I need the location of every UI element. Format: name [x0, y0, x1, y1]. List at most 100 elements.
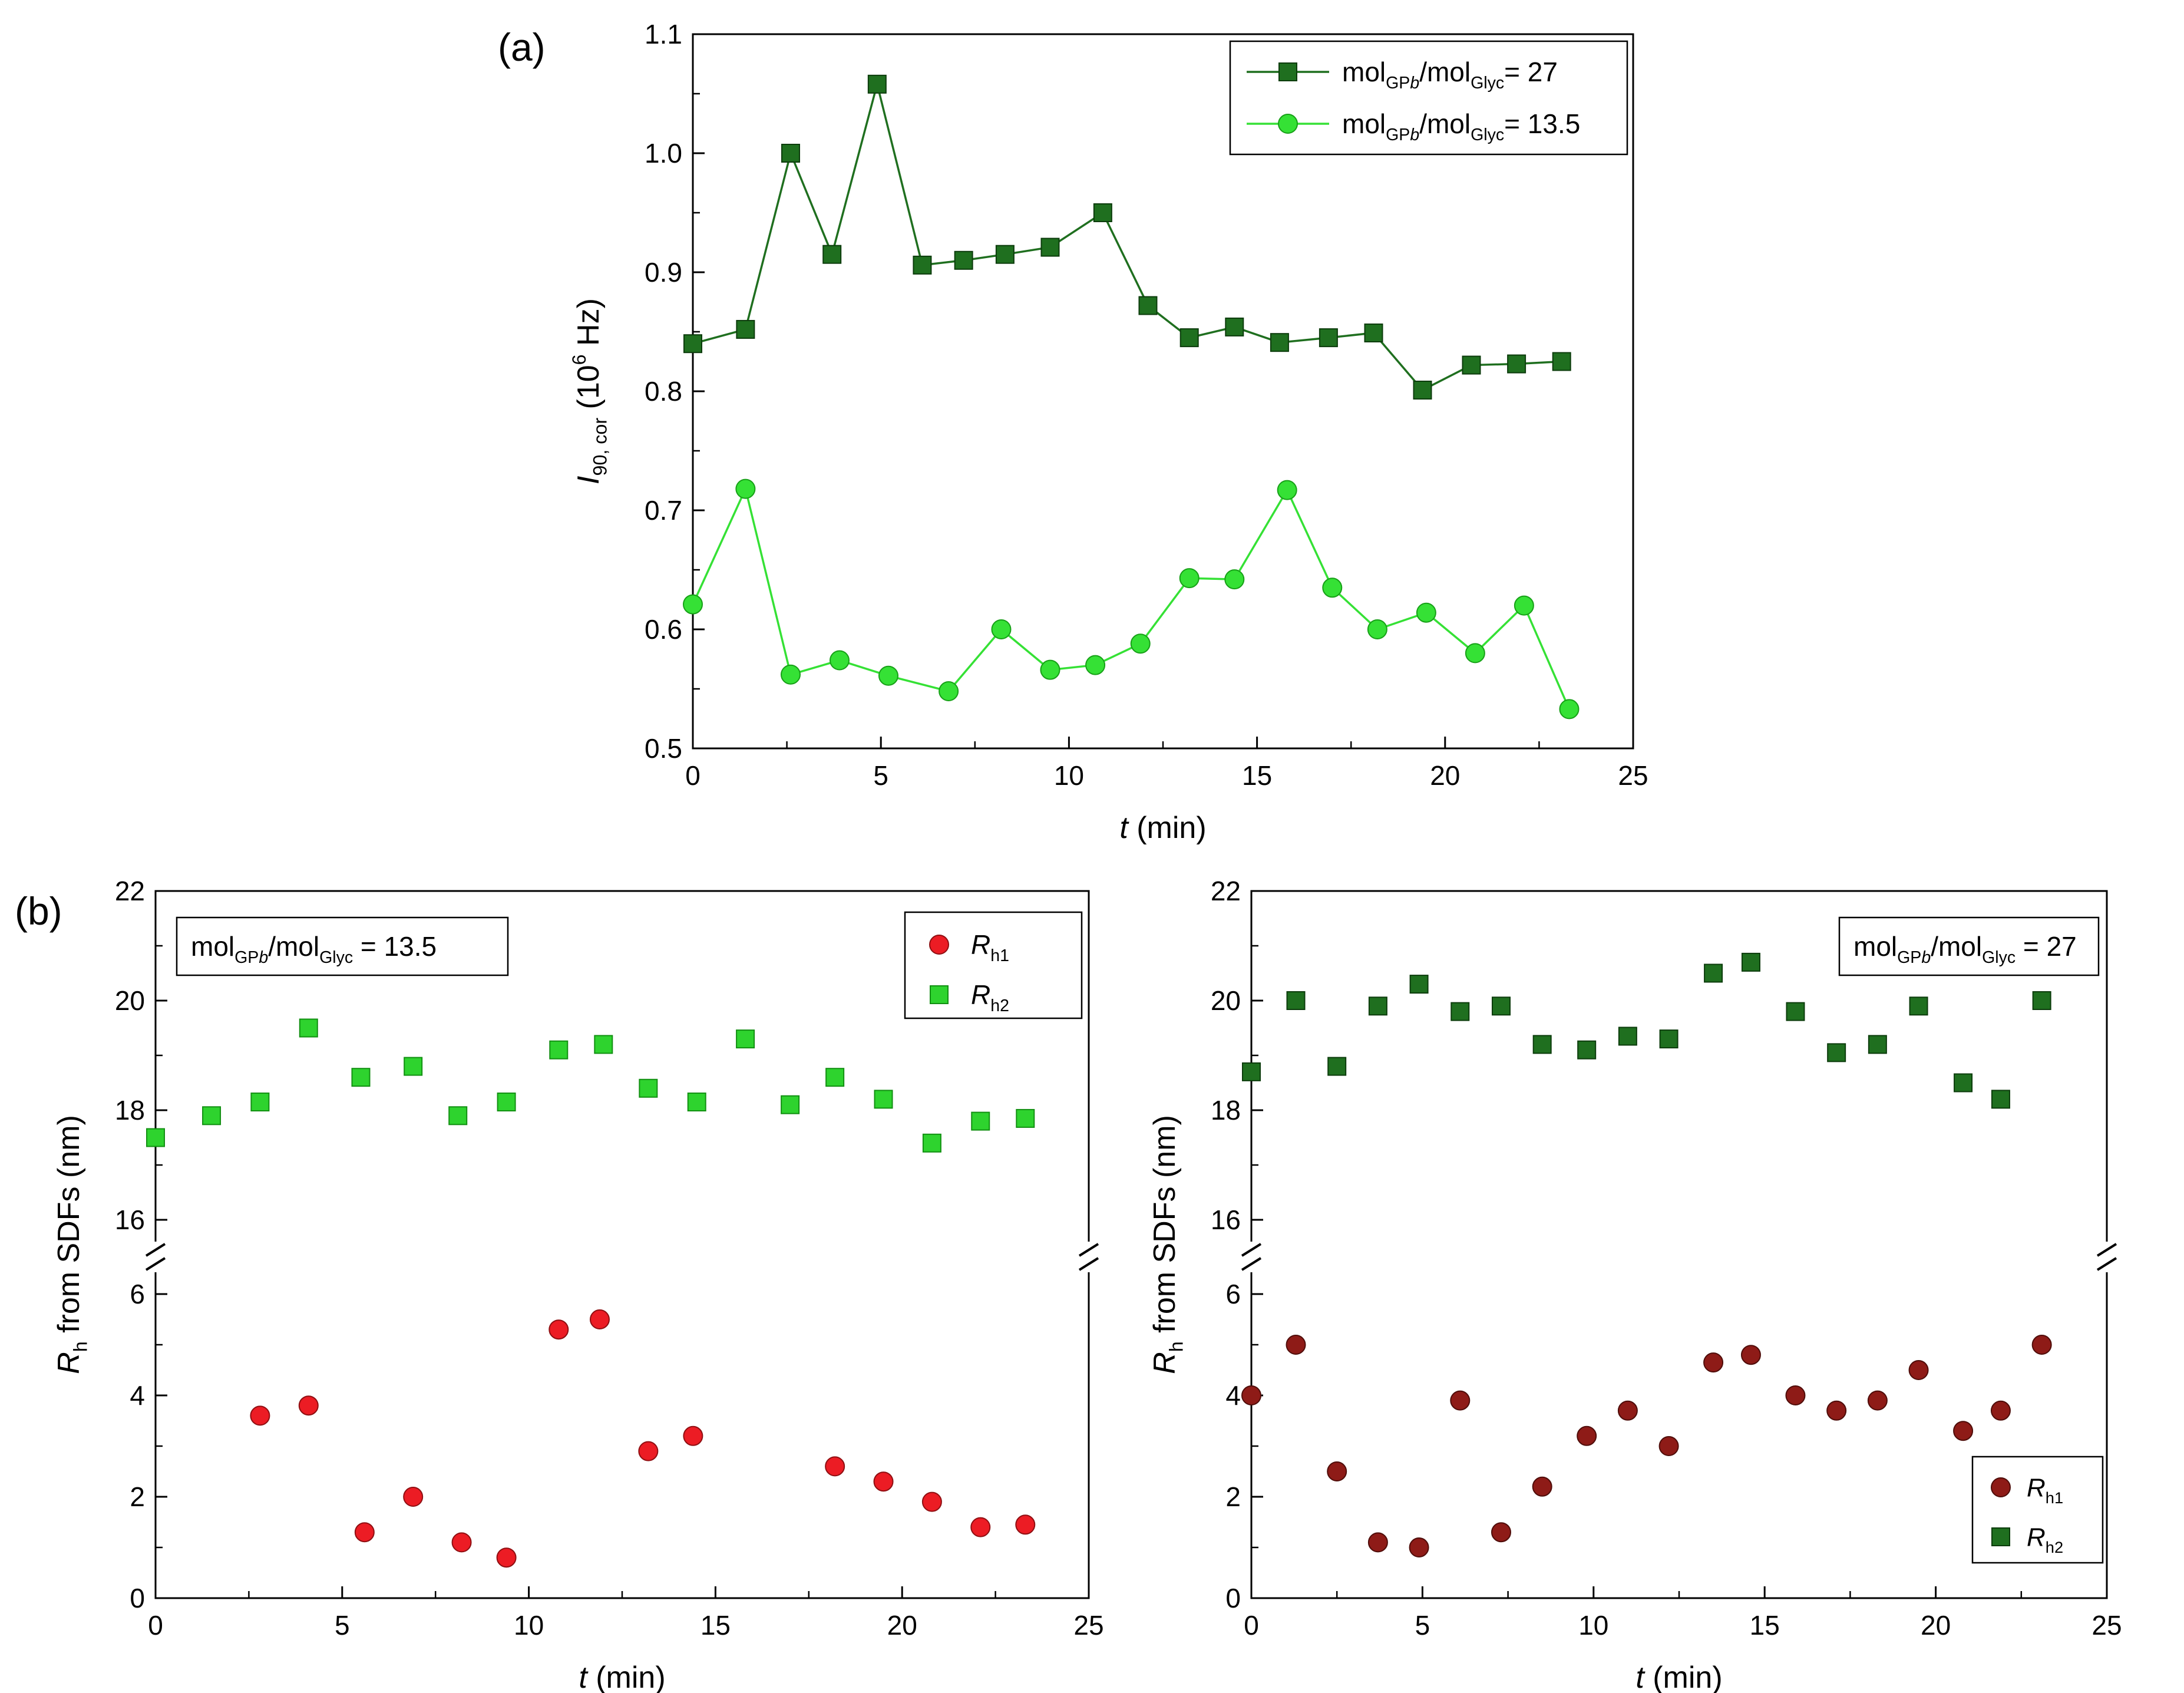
- y-tick-label: 0.9: [645, 257, 682, 288]
- data-point: [929, 935, 949, 955]
- x-tick-label: 5: [873, 760, 888, 791]
- data-point: [954, 250, 973, 270]
- axis-break-mark: [145, 1243, 166, 1257]
- data-point: [299, 1018, 318, 1038]
- panel-a-group: 0 5 10 15 20 25 0.5 0.6 0.7 0.8 0.9 1.0 1.1 molGPb/mo…: [569, 19, 1648, 845]
- annotation-text: molGPb/molGlyc = 27: [1853, 931, 2077, 967]
- data-point: [1242, 1062, 1261, 1081]
- data-point: [873, 1471, 894, 1492]
- series-mol-ratio-13.5: [683, 478, 1580, 720]
- data-point: [922, 1133, 941, 1153]
- data-point: [687, 1093, 706, 1112]
- data-point: [1991, 1090, 2010, 1109]
- y-axis-label: I90, cor (106 Hz): [569, 298, 610, 484]
- x-tick-label: 25: [1073, 1610, 1103, 1641]
- data-point: [970, 1517, 991, 1537]
- data-point: [1704, 963, 1723, 983]
- data-point: [1507, 354, 1527, 374]
- x-tick-label: 10: [1054, 760, 1084, 791]
- x-tick-label: 25: [2092, 1610, 2122, 1641]
- x-tick-label: 10: [514, 1610, 544, 1641]
- data-point: [1577, 1040, 1597, 1060]
- data-point: [1040, 237, 1060, 257]
- data-point: [1740, 1345, 1761, 1365]
- data-point: [1368, 996, 1387, 1016]
- data-point: [874, 1090, 893, 1109]
- data-point: [1617, 1400, 1638, 1421]
- data-point: [939, 681, 959, 702]
- axis-break-mark: [2096, 1243, 2117, 1257]
- data-point: [1785, 1385, 1806, 1405]
- y-tick-label: 4: [1225, 1380, 1241, 1411]
- legend-label: molGPb/molGlyc= 13.5: [1342, 108, 1580, 144]
- axis-break-mark: [145, 1257, 166, 1271]
- data-point: [971, 1111, 990, 1131]
- y-tick-label: 20: [115, 985, 145, 1016]
- data-point: [1016, 1108, 1035, 1128]
- annotation-box: [176, 916, 509, 976]
- series-mol-ratio-27: [683, 74, 1571, 400]
- data-point: [1991, 1477, 2011, 1497]
- data-point: [1618, 1027, 1637, 1046]
- legend-label: molGPb/molGlyc= 27: [1342, 57, 1558, 93]
- data-point: [1532, 1035, 1552, 1054]
- data-point: [1658, 1436, 1679, 1456]
- data-point: [1278, 114, 1298, 134]
- y-tick-label: 16: [1211, 1204, 1241, 1235]
- x-tick-label: 20: [1430, 760, 1460, 791]
- panel-b-label: (b): [15, 889, 62, 933]
- data-point: [404, 1057, 423, 1076]
- data-point: [1416, 602, 1436, 623]
- y-tick-label: 0.8: [645, 376, 682, 407]
- data-point: [594, 1035, 613, 1054]
- data-point: [683, 334, 702, 354]
- data-point: [1319, 328, 1338, 348]
- data-point: [1093, 203, 1112, 222]
- data-point: [1015, 1514, 1036, 1535]
- data-point: [736, 1029, 755, 1049]
- x-axis-label: t (min): [1119, 811, 1206, 845]
- data-point: [1413, 380, 1432, 400]
- data-point: [202, 1106, 222, 1126]
- data-point: [1179, 328, 1199, 348]
- y-tick-label: 2: [1225, 1481, 1241, 1512]
- data-point: [250, 1093, 270, 1112]
- legend-label: Rh1: [971, 929, 1009, 965]
- data-point: [250, 1405, 270, 1426]
- data-point: [639, 1078, 658, 1098]
- legend-label: Rh2: [2027, 1523, 2063, 1556]
- data-point: [829, 650, 850, 671]
- y-tick-label: 0: [1225, 1583, 1241, 1613]
- data-point: [1179, 568, 1200, 589]
- legend-box: [1971, 1456, 2104, 1564]
- data-point: [1278, 62, 1297, 81]
- axis-break-mark: [1078, 1257, 1099, 1271]
- x-tick-label: 5: [335, 1610, 350, 1641]
- data-point: [1991, 1527, 2010, 1546]
- x-tick-label: 0: [148, 1610, 163, 1641]
- data-point: [1130, 633, 1151, 654]
- data-point: [1908, 1360, 1929, 1380]
- axis-break-mark: [1241, 1243, 1262, 1257]
- data-point: [1286, 991, 1306, 1010]
- data-point: [1241, 1385, 1261, 1405]
- panel-a-label: (a): [498, 25, 546, 69]
- x-tick-label: 15: [1750, 1610, 1780, 1641]
- x-tick-label: 0: [685, 760, 701, 791]
- x-tick-label: 0: [1244, 1610, 1259, 1641]
- y-tick-label: 0.6: [645, 614, 682, 645]
- axis-break-gap: [2103, 1242, 2110, 1272]
- data-point: [1138, 296, 1158, 315]
- data-point: [448, 1106, 468, 1126]
- data-point: [825, 1456, 845, 1477]
- data-point: [995, 245, 1015, 264]
- y-tick-label: 6: [130, 1279, 145, 1309]
- panel-a-chart: 0 5 10 15 20 25 0.5 0.6 0.7 0.8 0.9 1.0 1.1 molGPb/mo…: [569, 19, 1648, 845]
- data-point: [589, 1309, 610, 1329]
- axis-break-gap: [152, 1242, 159, 1272]
- data-point: [549, 1319, 569, 1340]
- data-point: [451, 1532, 472, 1553]
- data-point: [1868, 1035, 1887, 1054]
- x-tick-label: 20: [1921, 1610, 1951, 1641]
